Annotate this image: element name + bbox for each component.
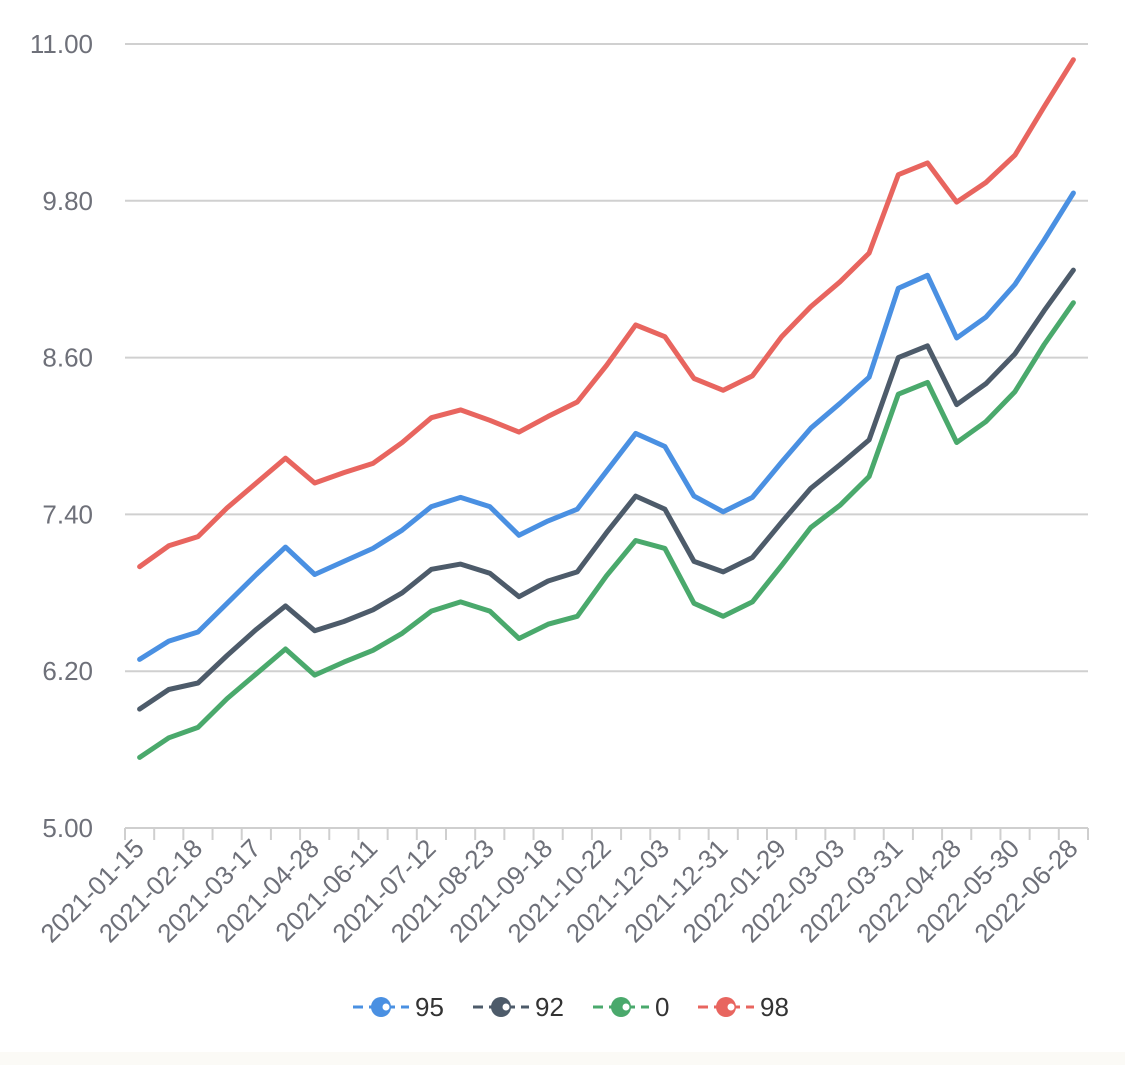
legend-label: 92 xyxy=(535,992,564,1022)
legend-item-0[interactable]: 0 xyxy=(593,992,669,1022)
legend-item-92[interactable]: 92 xyxy=(473,992,564,1022)
y-tick-label: 9.80 xyxy=(42,186,93,216)
legend-marker-dot xyxy=(382,1003,390,1011)
y-tick-label: 5.00 xyxy=(42,813,93,843)
series-line-98 xyxy=(137,57,1076,570)
legend-marker xyxy=(371,997,391,1017)
legend-marker xyxy=(611,997,631,1017)
legend-item-95[interactable]: 95 xyxy=(353,992,444,1022)
series-line-0 xyxy=(137,300,1076,760)
legend-marker xyxy=(491,997,511,1017)
y-tick-label: 11.00 xyxy=(30,29,93,59)
legend-label: 0 xyxy=(655,992,669,1022)
series-line-95 xyxy=(137,190,1076,662)
bottom-strip xyxy=(0,1052,1125,1065)
legend[interactable]: 95 92 0 98 xyxy=(353,992,789,1022)
series-line-92 xyxy=(137,267,1076,712)
legend-label: 95 xyxy=(415,992,444,1022)
grid-lines xyxy=(125,43,1088,673)
legend-item-98[interactable]: 98 xyxy=(698,992,789,1022)
series-lines xyxy=(137,57,1076,760)
x-axis: 2021-01-152021-02-182021-03-172021-04-28… xyxy=(35,827,1089,948)
y-tick-label: 7.40 xyxy=(42,499,93,529)
legend-marker-dot xyxy=(622,1003,630,1011)
legend-label: 98 xyxy=(760,992,789,1022)
y-axis: 5.00 6.20 7.40 8.60 9.80 11.00 xyxy=(30,29,93,843)
y-tick-label: 6.20 xyxy=(42,656,93,686)
legend-marker xyxy=(716,997,736,1017)
y-tick-label: 8.60 xyxy=(42,343,93,373)
legend-marker-dot xyxy=(727,1003,735,1011)
legend-marker-dot xyxy=(502,1003,510,1011)
